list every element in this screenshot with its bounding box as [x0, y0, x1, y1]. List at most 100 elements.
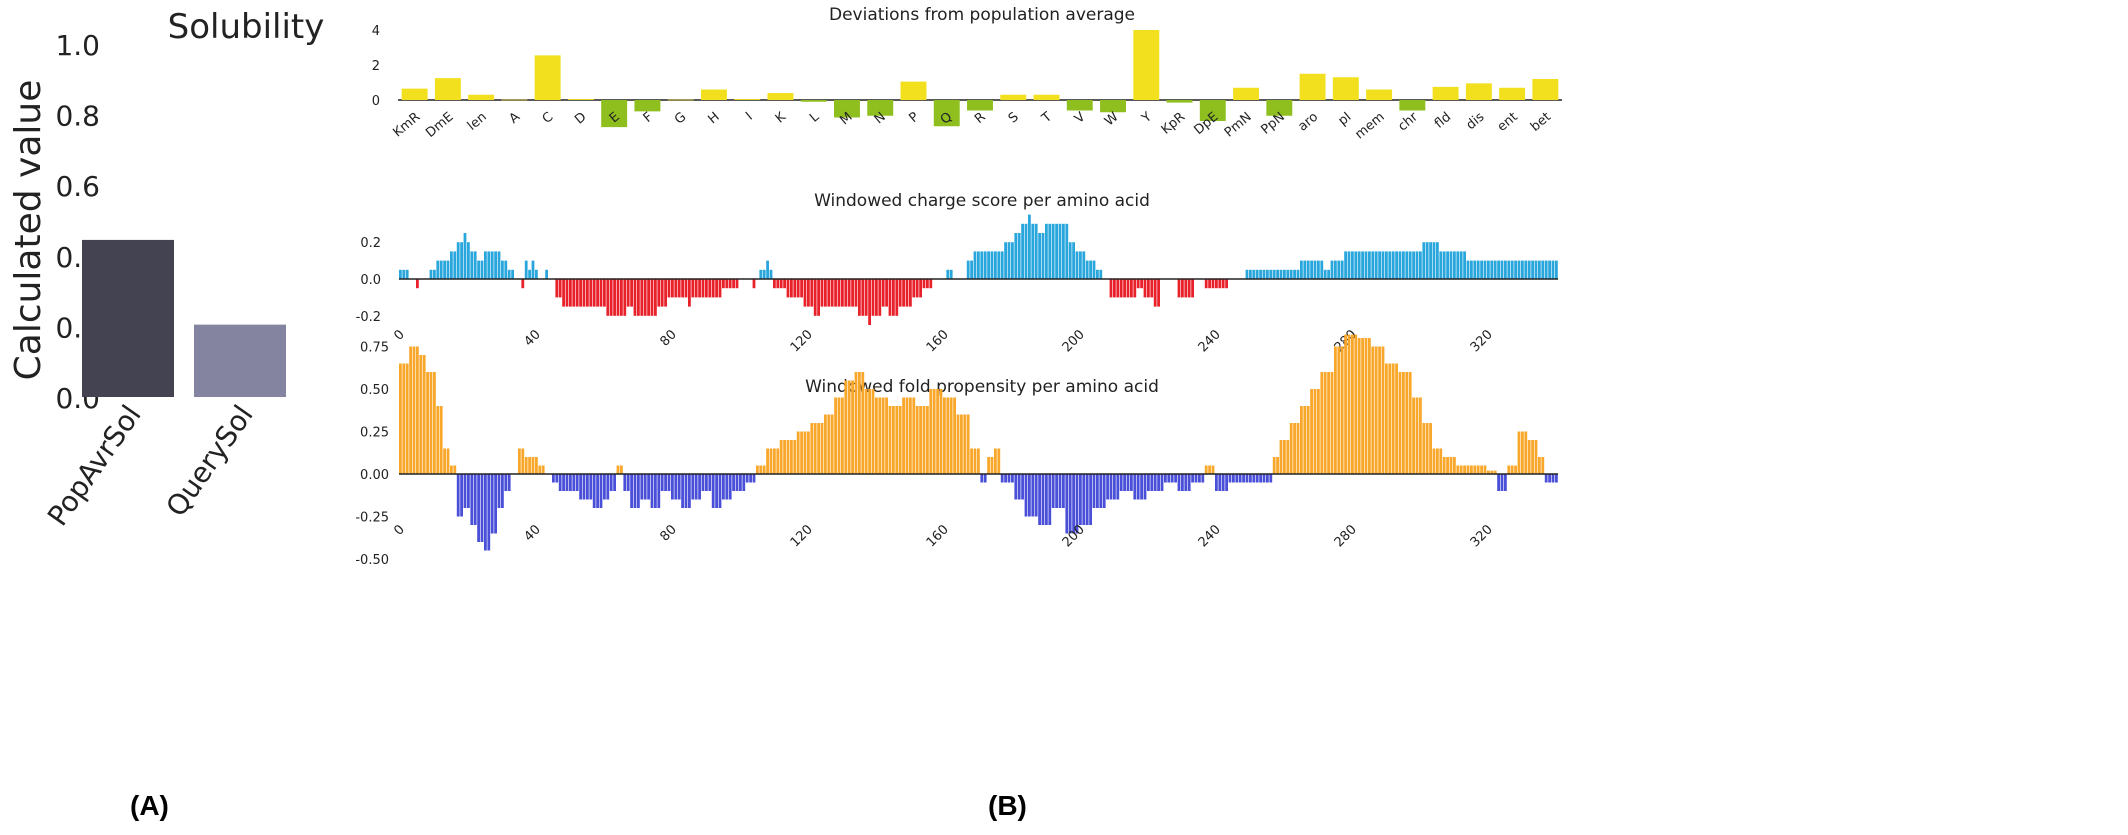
charge-bar: [586, 279, 589, 307]
fold-bar: [480, 474, 484, 542]
charge-bar: [1551, 260, 1555, 279]
fold-bar: [1123, 474, 1126, 491]
deviation-bar: [900, 81, 927, 100]
fold-bar: [1473, 465, 1477, 474]
fold-bar: [881, 397, 885, 474]
charge-bar: [1041, 233, 1045, 279]
deviation-bar: [800, 100, 827, 102]
deviation-x-tick-label: P: [906, 109, 922, 126]
fold-bar: [1374, 346, 1378, 474]
charge-bar: [1344, 251, 1347, 279]
deviation-bar: [1532, 79, 1559, 100]
fold-bar: [939, 389, 943, 474]
charge-bar: [654, 279, 657, 316]
charge-bar: [494, 251, 497, 279]
deviation-bar: [1366, 89, 1393, 100]
fold-bar: [858, 372, 861, 474]
charge-bar: [762, 269, 766, 279]
charge-bar: [1354, 251, 1358, 279]
fold-bar: [756, 465, 759, 474]
charge-bar: [1510, 260, 1514, 279]
charge-bar: [664, 279, 667, 307]
charge-bar: [1109, 279, 1113, 298]
fold-bar: [460, 474, 463, 517]
deviation-x-tick-label: bet: [1528, 110, 1554, 135]
fold-bar: [1007, 474, 1011, 483]
charge-bar: [997, 251, 1001, 279]
fold-bar: [626, 474, 630, 491]
fold-bar: [1082, 474, 1086, 525]
charge-bar: [477, 260, 480, 279]
charge-bar: [1017, 233, 1021, 279]
charge-bar: [1514, 260, 1517, 279]
fold-y-tick-label: -0.25: [355, 511, 389, 526]
fold-bar: [1541, 457, 1545, 474]
charge-bar: [1065, 223, 1069, 279]
fold-bar: [1164, 474, 1167, 483]
charge-bar: [793, 279, 797, 298]
fold-bar: [1500, 474, 1504, 491]
fold-bar: [1017, 474, 1021, 500]
charge-bar: [711, 279, 715, 298]
charge-bar: [759, 269, 763, 279]
fold-bar: [596, 474, 599, 508]
fold-bar: [1395, 363, 1398, 474]
charge-bar: [1303, 260, 1307, 279]
charge-bar: [769, 269, 773, 279]
fold-bar: [1497, 474, 1500, 491]
fold-bar: [443, 448, 446, 474]
fold-bar: [463, 474, 467, 508]
charge-bar: [1405, 251, 1409, 279]
charge-bar: [1021, 223, 1024, 279]
fold-bar: [575, 474, 579, 491]
charge-bar: [1293, 269, 1296, 279]
fold-bar: [650, 474, 654, 508]
charge-bar: [820, 279, 824, 307]
charge-y-tick-label: 0.2: [360, 236, 381, 251]
charge-bar: [1252, 269, 1256, 279]
charge-bar: [613, 279, 616, 316]
fold-bar: [725, 474, 729, 500]
charge-bar: [895, 279, 899, 316]
fold-bar: [1317, 389, 1320, 474]
charge-bar: [1317, 260, 1320, 279]
deviation-bar: [401, 88, 428, 100]
charge-bar: [1058, 223, 1062, 279]
fold-bar: [599, 474, 603, 508]
fold-bar: [1170, 474, 1174, 483]
fold-bar: [426, 372, 429, 474]
fold-bar: [569, 474, 572, 491]
deviation-x-tick-label: KpR: [1159, 110, 1188, 138]
deviation-x-tick-label: DmE: [423, 110, 456, 141]
fold-bar: [528, 457, 531, 474]
charge-bar: [616, 279, 620, 316]
fold-bar: [773, 448, 776, 474]
charge-bar: [443, 260, 446, 279]
charge-bar: [647, 279, 650, 316]
charge-bar: [1126, 279, 1130, 298]
fold-bar: [1147, 474, 1150, 491]
charge-bar: [487, 251, 491, 279]
charge-bar: [888, 279, 892, 316]
deviation-bar: [468, 94, 495, 100]
fold-bar: [1174, 474, 1177, 483]
charge-bar: [875, 279, 878, 316]
fold-bar: [796, 431, 800, 474]
charge-bar: [861, 279, 865, 316]
charge-bar: [674, 279, 678, 298]
deviation-bar: [1233, 87, 1260, 100]
charge-bar: [1391, 251, 1395, 279]
fold-bar: [1337, 346, 1341, 474]
fold-bar: [1378, 346, 1381, 474]
fold-bar: [674, 474, 678, 500]
fold-bar: [1476, 465, 1480, 474]
fold-bar: [864, 389, 868, 474]
fold-bar: [1300, 406, 1303, 474]
charge-bar: [966, 260, 970, 279]
charge-bar: [575, 279, 579, 307]
fold-bar: [405, 363, 409, 474]
fold-bar: [1194, 474, 1198, 483]
charge-bar: [1534, 260, 1538, 279]
fold-bar: [558, 474, 562, 491]
fold-bar: [1011, 474, 1014, 483]
